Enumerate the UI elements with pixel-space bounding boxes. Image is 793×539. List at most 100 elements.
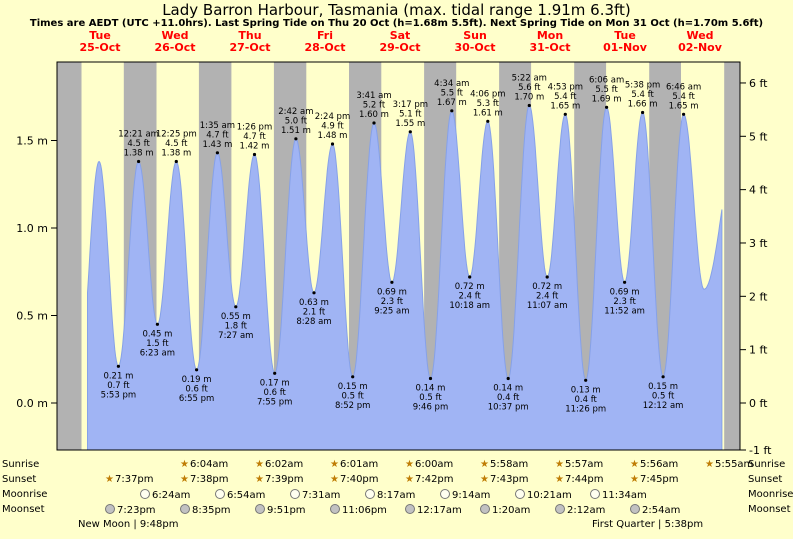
tide-extreme-label: 1.60 m bbox=[359, 110, 389, 120]
day-label: Fri 28-Oct bbox=[304, 29, 346, 54]
moon-icon bbox=[330, 504, 340, 514]
tide-extreme-label: 5:22 am bbox=[512, 74, 547, 84]
y-axis-label-ft: 4 ft bbox=[749, 184, 768, 197]
tide-extreme-dot bbox=[390, 280, 394, 284]
tide-extreme-label: 5.1 ft bbox=[399, 109, 422, 119]
tide-extreme-label: 2.3 ft bbox=[381, 297, 404, 307]
tide-extreme-label: 1.65 m bbox=[550, 101, 580, 111]
moon-icon bbox=[365, 489, 375, 499]
moonrise-time: 8:17am bbox=[377, 490, 416, 501]
tide-extreme-label: 6:55 pm bbox=[179, 394, 214, 404]
first-quarter-phase: First Quarter | 5:38pm bbox=[592, 519, 704, 530]
moon-icon bbox=[180, 504, 190, 514]
sun-star-icon: ★ bbox=[480, 474, 489, 485]
moonrise-time: 7:31am bbox=[302, 490, 341, 501]
tide-extreme-dot bbox=[641, 110, 645, 115]
moonset-entry: 11:06pm bbox=[330, 504, 387, 516]
sunset-entry: ★7:38pm bbox=[180, 474, 229, 485]
tide-extreme-label: 0.5 ft bbox=[652, 391, 675, 401]
sun-star-icon: ★ bbox=[330, 474, 339, 485]
tide-extreme-label: 0.5 ft bbox=[419, 393, 442, 403]
y-axis-label-ft: 1 ft bbox=[749, 344, 768, 357]
tide-extreme-dot bbox=[468, 275, 472, 279]
sunrise-time: 6:01am bbox=[339, 459, 379, 470]
tide-extreme-label: 6:46 am bbox=[666, 82, 701, 92]
tide-extreme-label: 0.13 m bbox=[571, 385, 601, 395]
moonset-time: 8:35pm bbox=[192, 505, 231, 516]
tide-extreme-label: 0.69 m bbox=[377, 287, 407, 297]
tide-extreme-label: 1.65 m bbox=[669, 101, 699, 111]
tide-extreme-label: 2.4 ft bbox=[536, 292, 559, 302]
tide-extreme-label: 4.9 ft bbox=[321, 122, 344, 132]
tide-extreme-label: 9:46 pm bbox=[413, 403, 448, 413]
tide-extreme-dot bbox=[545, 275, 549, 279]
page-title: Lady Barron Harbour, Tasmania (max. tida… bbox=[162, 1, 631, 19]
day-label: Tue 25-Oct bbox=[79, 29, 121, 54]
moon-icon bbox=[140, 489, 150, 499]
tide-extreme-dot bbox=[137, 159, 141, 164]
tide-extreme-label: 1.66 m bbox=[628, 100, 658, 110]
tide-extreme-label: 9:25 am bbox=[374, 306, 409, 316]
tide-extreme-label: 11:52 am bbox=[604, 306, 645, 316]
sun-star-icon: ★ bbox=[105, 474, 114, 485]
sunrise-entry: ★6:00am bbox=[405, 459, 453, 470]
day-label: Thu 27-Oct bbox=[229, 29, 271, 54]
moonset-entry: 8:35pm bbox=[180, 504, 231, 516]
tide-extreme-label: 1.48 m bbox=[318, 131, 348, 141]
moonrise-entry: 7:31am bbox=[290, 489, 340, 501]
tide-extreme-label: 0.15 m bbox=[648, 382, 678, 392]
sunset-entry: ★7:44pm bbox=[555, 474, 604, 485]
tide-extreme-dot bbox=[408, 130, 412, 134]
sun-star-icon: ★ bbox=[630, 459, 639, 470]
tide-extreme-dot bbox=[563, 112, 567, 116]
tide-extreme-label: 11:26 pm bbox=[565, 404, 606, 414]
tide-extreme-dot bbox=[450, 109, 454, 113]
moonset-label-left: Moonset bbox=[2, 504, 45, 515]
tide-extreme-label: 0.72 m bbox=[532, 282, 562, 292]
tide-extreme-label: 2.1 ft bbox=[303, 307, 326, 317]
moonrise-time: 6:24am bbox=[152, 490, 191, 501]
tide-extreme-dot bbox=[623, 280, 627, 284]
sunrise-entry: ★5:58am bbox=[480, 459, 528, 470]
sunrise-entry: ★5:56am bbox=[630, 459, 678, 470]
sunrise-time: 5:55am bbox=[714, 459, 754, 470]
tide-extreme-label: 1.38 m bbox=[161, 149, 191, 159]
tide-extreme-label: 0.21 m bbox=[103, 371, 133, 381]
sun-star-icon: ★ bbox=[180, 474, 189, 485]
sun-star-icon: ★ bbox=[405, 459, 414, 470]
plot-border bbox=[56, 61, 741, 451]
moon-icon bbox=[215, 489, 225, 499]
tide-extreme-label: 7:55 pm bbox=[257, 397, 292, 407]
day-label: Wed 26-Oct bbox=[154, 29, 196, 54]
tide-extreme-dot bbox=[506, 376, 510, 381]
moonrise-entry: 11:34am bbox=[590, 489, 647, 501]
tide-extreme-dot bbox=[605, 105, 609, 109]
moonset-time: 2:54am bbox=[642, 505, 681, 516]
sun-star-icon: ★ bbox=[405, 474, 414, 485]
sunset-time: 7:42pm bbox=[414, 474, 454, 485]
sunset-time: 7:43pm bbox=[489, 474, 529, 485]
tide-extreme-dot bbox=[174, 159, 178, 164]
sunset-time: 7:44pm bbox=[564, 474, 604, 485]
sunrise-label-left: Sunrise bbox=[2, 459, 40, 470]
tide-extreme-label: 5.2 ft bbox=[363, 101, 386, 111]
sunset-time: 7:40pm bbox=[339, 474, 379, 485]
moon-icon bbox=[480, 504, 490, 514]
tide-extreme-label: 1:35 am bbox=[200, 121, 235, 131]
moonset-label-right: Moonset bbox=[748, 504, 791, 515]
y-axis-label-ft: 0 ft bbox=[749, 397, 768, 410]
sunrise-time: 6:02am bbox=[264, 459, 304, 470]
tide-extreme-dot bbox=[682, 112, 686, 116]
tide-extreme-label: 7:27 am bbox=[218, 331, 253, 341]
tide-extreme-label: 5.4 ft bbox=[631, 90, 654, 100]
tide-extreme-label: 0.4 ft bbox=[574, 395, 597, 405]
sunset-label-left: Sunset bbox=[2, 474, 37, 485]
tide-extreme-label: 1.61 m bbox=[473, 108, 503, 118]
tide-extreme-label: 1.69 m bbox=[592, 94, 622, 104]
sun-star-icon: ★ bbox=[555, 474, 564, 485]
sunset-entry: ★7:40pm bbox=[330, 474, 379, 485]
sunrise-time: 5:56am bbox=[639, 459, 679, 470]
subtitle: Times are AEDT (UTC +11.0hrs). Last Spri… bbox=[29, 18, 764, 29]
tide-extreme-dot bbox=[252, 152, 257, 157]
tide-extreme-label: 6:23 am bbox=[140, 348, 175, 358]
